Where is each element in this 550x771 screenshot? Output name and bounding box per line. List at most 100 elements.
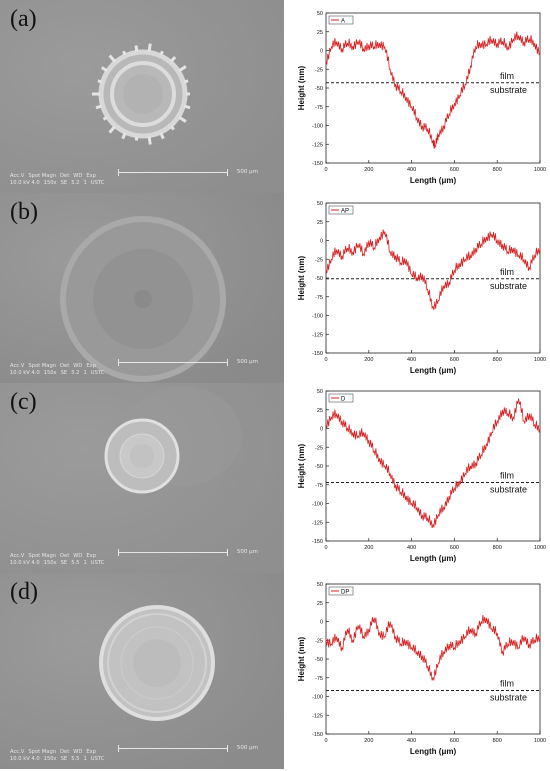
x-tick-label: 0 xyxy=(324,167,327,173)
legend: DP xyxy=(328,586,354,596)
scale-bar: 500 µm xyxy=(118,745,258,752)
scale-bar: 500 µm xyxy=(118,359,258,366)
sem-info-value: 150x xyxy=(43,180,57,186)
x-tick-label: 600 xyxy=(450,545,459,551)
plot-frame xyxy=(325,583,541,735)
panel-label: (d) xyxy=(10,579,38,605)
y-tick-label: 50 xyxy=(317,582,323,588)
sem-info-header: Acc.V xyxy=(10,553,25,559)
height-profile-chart: 50 25 0 -25 -50 -75 -100 -125 -150 0 200 400 600 800 1… xyxy=(296,5,550,195)
substrate-label: substrate xyxy=(490,85,527,95)
y-tick-label: -50 xyxy=(315,86,323,92)
sem-info-bar: Acc.V Spot Magn Det WD Exp 10.0 kV 4.0 150x SE 5… xyxy=(10,363,280,377)
x-tick-label: 400 xyxy=(407,738,416,744)
height-profile-line xyxy=(325,31,541,149)
sem-info-value: 1 xyxy=(83,560,87,566)
y-tick-label: 0 xyxy=(320,427,323,433)
sem-info-header: WD xyxy=(73,749,83,755)
x-tick-label: 0 xyxy=(324,545,327,551)
sem-info-value: 5.2 xyxy=(71,180,80,186)
panel-label: (b) xyxy=(10,199,38,225)
sem-info-header: Det xyxy=(60,749,70,755)
y-tick-label: -50 xyxy=(315,276,323,282)
sem-info-header: Spot Magn xyxy=(28,173,57,179)
x-axis-label: Length (μm) xyxy=(410,176,457,185)
x-axis-label: Length (μm) xyxy=(410,554,457,563)
y-tick-label: -25 xyxy=(315,445,323,451)
sem-info-value: SE xyxy=(60,560,68,566)
sem-micrograph xyxy=(0,0,284,193)
sem-info-bar: Acc.V Spot Magn Det WD Exp 10.0 kV 4.0 150x SE 5… xyxy=(10,749,280,763)
y-tick-label: -125 xyxy=(312,713,323,719)
sem-info-value: 150x xyxy=(43,370,57,376)
film-label: film xyxy=(500,71,514,81)
sem-info-value: SE xyxy=(60,370,68,376)
sem-info-header: Acc.V xyxy=(10,173,25,179)
sem-info-header: Det xyxy=(60,553,70,559)
sem-info-header: WD xyxy=(73,173,83,179)
scale-bar-label: 500 µm xyxy=(236,359,258,365)
plot-frame xyxy=(325,202,541,354)
sem-info-value: 150x xyxy=(43,756,57,762)
sem-info-value: 150x xyxy=(43,560,57,566)
y-tick-label: 25 xyxy=(317,220,323,226)
y-tick-label: -75 xyxy=(315,676,323,682)
y-tick-label: 0 xyxy=(320,49,323,55)
sem-info-header: Det xyxy=(60,173,70,179)
y-tick-label: -25 xyxy=(315,257,323,263)
legend-label: AP xyxy=(341,209,349,215)
x-tick-label: 600 xyxy=(450,357,459,363)
y-tick-label: -25 xyxy=(315,67,323,73)
y-tick-label: -100 xyxy=(312,314,323,320)
x-tick-label: 0 xyxy=(324,357,327,363)
sem-panel: (a) Acc.V Spot Magn Det WD Exp 10.0 kV 4.0 150x… xyxy=(0,0,284,193)
panel-label: (a) xyxy=(10,6,37,32)
sem-info-value: 5.5 xyxy=(71,560,80,566)
x-axis-label: Length (μm) xyxy=(410,366,457,375)
sem-panel: (d) Acc.V Spot Magn Det WD Exp 10.0 kV 4.0 150x… xyxy=(0,573,284,769)
y-tick-label: -150 xyxy=(312,351,323,357)
x-tick-label: 200 xyxy=(364,357,373,363)
height-profile-line xyxy=(325,398,541,529)
x-tick-label: 200 xyxy=(364,545,373,551)
x-tick-label: 600 xyxy=(450,738,459,744)
sem-org-label: USTC xyxy=(90,560,105,566)
sem-org-label: USTC xyxy=(90,180,105,186)
sem-micrograph xyxy=(0,383,284,573)
x-tick-label: 800 xyxy=(493,167,502,173)
sem-info-header: Exp xyxy=(86,553,97,559)
film-label: film xyxy=(500,471,514,481)
sem-info-header: Spot Magn xyxy=(28,553,57,559)
y-axis-label: Height (nm) xyxy=(297,65,306,110)
scale-bar-label: 500 µm xyxy=(236,169,258,175)
scale-bar: 500 µm xyxy=(118,549,258,556)
sem-micrograph xyxy=(0,193,284,383)
y-tick-label: -75 xyxy=(315,295,323,301)
y-tick-label: 25 xyxy=(317,30,323,36)
x-tick-label: 1000 xyxy=(534,167,546,173)
sem-info-header: Exp xyxy=(86,173,97,179)
y-tick-label: -75 xyxy=(315,105,323,111)
sem-info-header: Spot Magn xyxy=(28,749,57,755)
y-tick-label: -150 xyxy=(312,161,323,167)
y-tick-label: -150 xyxy=(312,539,323,545)
scale-bar: 500 µm xyxy=(118,169,258,176)
panel-label: (c) xyxy=(10,389,37,415)
x-tick-label: 400 xyxy=(407,167,416,173)
y-tick-label: 25 xyxy=(317,601,323,607)
x-tick-label: 1000 xyxy=(534,357,546,363)
sem-micrograph xyxy=(0,573,284,769)
sem-info-value: 1 xyxy=(83,370,87,376)
y-tick-label: -150 xyxy=(312,732,323,738)
y-tick-label: -100 xyxy=(312,502,323,508)
sem-info-header: WD xyxy=(73,363,83,369)
sem-panel: (b) Acc.V Spot Magn Det WD Exp 10.0 kV 4.0 150x… xyxy=(0,193,284,383)
sem-info-value: 10.0 kV 4.0 xyxy=(10,560,40,566)
y-tick-label: -125 xyxy=(312,142,323,148)
y-tick-label: 0 xyxy=(320,620,323,626)
sem-info-bar: Acc.V Spot Magn Det WD Exp 10.0 kV 4.0 150x SE 5… xyxy=(10,173,280,187)
x-tick-label: 1000 xyxy=(534,545,546,551)
